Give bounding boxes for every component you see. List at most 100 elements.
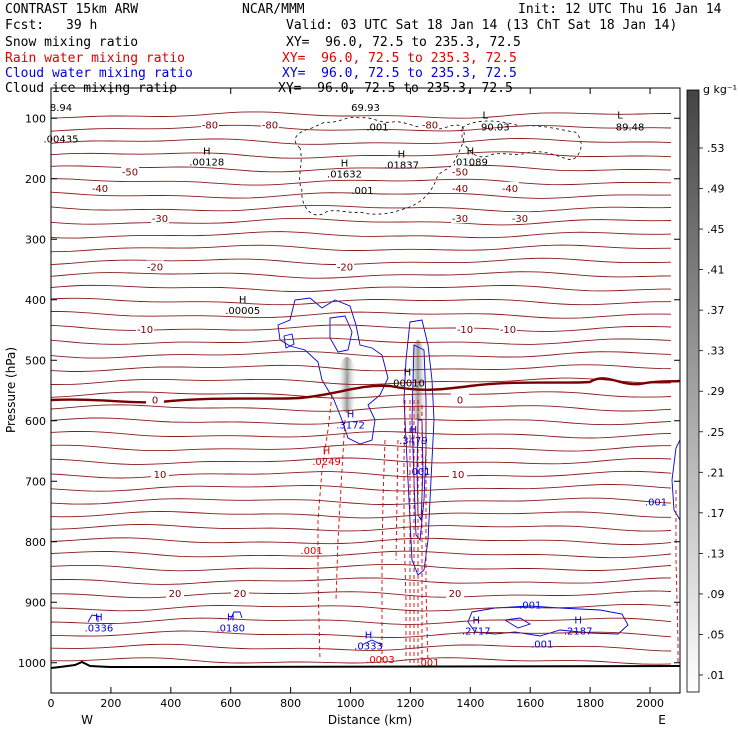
- valid-time: Valid: 03 UTC Sat 18 Jan 14 (13 ChT Sat …: [286, 18, 678, 33]
- isotherm-line: [51, 590, 672, 599]
- isotherm-label: -50: [122, 167, 138, 178]
- isotherm-label-bg: [451, 181, 469, 193]
- low-value: 90.03: [481, 122, 510, 133]
- isotherm-labels: -80 -80 -80 -50 -50 -40 -40 -40 -30 -30 -30 -20 -20 -…: [91, 118, 529, 600]
- y-tick-label: 100: [25, 112, 46, 125]
- extremum-value: .01632: [327, 170, 362, 181]
- isotherm-lines: [51, 111, 672, 665]
- x-tick-label: 400: [160, 697, 181, 710]
- west-label: W: [81, 713, 93, 727]
- isotherm-label-bg: [121, 165, 139, 177]
- isotherm-label: -30: [452, 214, 468, 225]
- y-tick-label: 800: [25, 536, 46, 549]
- cloud-water-contour: [229, 611, 243, 621]
- y-tick-label: 900: [25, 596, 46, 609]
- isotherm-line: [51, 191, 671, 199]
- field-snow-xy: XY= 96.0, 72.5 to 235.3, 72.5: [286, 35, 521, 50]
- isotherm-label: 20: [234, 589, 247, 600]
- cloud-water-contour: [283, 333, 295, 349]
- contour-label: .0003: [366, 655, 395, 666]
- isotherm-label-bg: [151, 212, 169, 224]
- isotherm-line: [51, 204, 672, 213]
- colorbar-label: .33: [707, 345, 725, 358]
- forecast-label: Fcst:: [5, 18, 45, 33]
- east-label: E: [658, 713, 666, 727]
- field-cloudwater-xy: XY= 96.0, 72.5 to 235.3, 72.5: [282, 66, 517, 81]
- cloud-water-contour: [277, 297, 389, 445]
- isotherm-label-bg: [151, 467, 169, 479]
- isotherm-label-bg: [231, 587, 249, 599]
- isotherm-label-bg: [456, 322, 474, 334]
- x-tick-label: 2000: [636, 697, 664, 710]
- extremum-value: .3172: [336, 421, 365, 432]
- isotherm-label: -50: [452, 167, 468, 178]
- isotherm-label-bg: [451, 393, 469, 405]
- isotherm-line: [51, 537, 672, 545]
- cloud-ice-contour: [294, 116, 465, 216]
- x-axis-title: Distance (km): [328, 713, 412, 727]
- x-tick-label: 0: [48, 697, 55, 710]
- isotherm-label-bg: [201, 118, 219, 130]
- field-cloudwater-name: Cloud water mixing ratio: [5, 66, 193, 81]
- low-marker: L: [483, 110, 489, 121]
- isotherm-line: [51, 603, 672, 612]
- isotherm-line: [51, 417, 672, 426]
- y-tick-label: 1000: [18, 657, 46, 670]
- cloud-ice-contour: [461, 120, 582, 161]
- isotherm-label: -10: [500, 325, 516, 336]
- isotherm-line: [51, 138, 672, 145]
- extremum-value: .2187: [564, 626, 593, 637]
- isotherm-label: -20: [147, 262, 163, 273]
- x-tick-label: 800: [280, 697, 301, 710]
- isotherm-label: 0: [457, 396, 463, 407]
- extremum-value: .00010: [390, 378, 425, 389]
- isotherm-line: [51, 497, 672, 505]
- colorbar-label: .45: [707, 223, 725, 236]
- colorbar-label: .05: [707, 628, 725, 641]
- isotherm-label: 10: [452, 470, 465, 481]
- field-rain-name: Rain water mixing ratio: [5, 51, 186, 66]
- forecast-hours: 39 h: [66, 18, 98, 33]
- isotherm-label-bg: [146, 393, 164, 405]
- colorbar-label: .29: [707, 385, 725, 398]
- y-tick-label: 700: [25, 475, 46, 488]
- extremum-marker: H: [227, 612, 235, 623]
- cloud-water-contour: [403, 319, 435, 576]
- isotherm-line: [51, 377, 672, 386]
- isotherm-line: [51, 444, 671, 452]
- rain-contour: [425, 410, 429, 665]
- isotherm-label-bg: [421, 118, 439, 130]
- isotherm-line: [51, 311, 672, 319]
- isotherm-line: [51, 617, 672, 625]
- extremum-value: .00005: [225, 306, 260, 317]
- isotherm-line: [51, 657, 672, 665]
- colorbar-label: .41: [707, 264, 725, 277]
- isotherm-label: -40: [92, 184, 108, 195]
- isotherm-label: 20: [449, 589, 462, 600]
- extremum-marker: H: [323, 446, 331, 457]
- rain-contour: [381, 439, 386, 660]
- field-snow-name: Snow mixing ratio: [5, 35, 139, 50]
- y-tick-label: 500: [25, 354, 46, 367]
- cloud-water-contour: [329, 315, 353, 353]
- isotherm-label: 10: [154, 470, 167, 481]
- x-tick-label: 1800: [576, 697, 604, 710]
- isotherm-label-bg: [91, 181, 109, 193]
- isotherm-line: [51, 324, 672, 332]
- extremum-value: .01837: [384, 161, 419, 172]
- extremum-value: .0336: [85, 623, 114, 634]
- colorbar: g kg⁻¹ .53 .49 .45 .41 .37 .33 .29 .25 .21 .17 .13…: [686, 83, 737, 693]
- colorbar-fill: [686, 89, 700, 693]
- contour-label: .00435: [44, 134, 79, 145]
- x-tick-label: 600: [220, 697, 241, 710]
- y-axis-title: Pressure (hPa): [4, 347, 18, 433]
- rain-contour: [395, 439, 399, 561]
- isotherm-line: [51, 404, 672, 412]
- freezing-level-line: [51, 377, 680, 404]
- isotherm-label-bg: [451, 165, 469, 177]
- isotherm-line: [51, 297, 671, 306]
- isotherm-label: -30: [152, 214, 168, 225]
- isotherm-label: -30: [512, 214, 528, 225]
- y-tick-label: 200: [25, 173, 46, 186]
